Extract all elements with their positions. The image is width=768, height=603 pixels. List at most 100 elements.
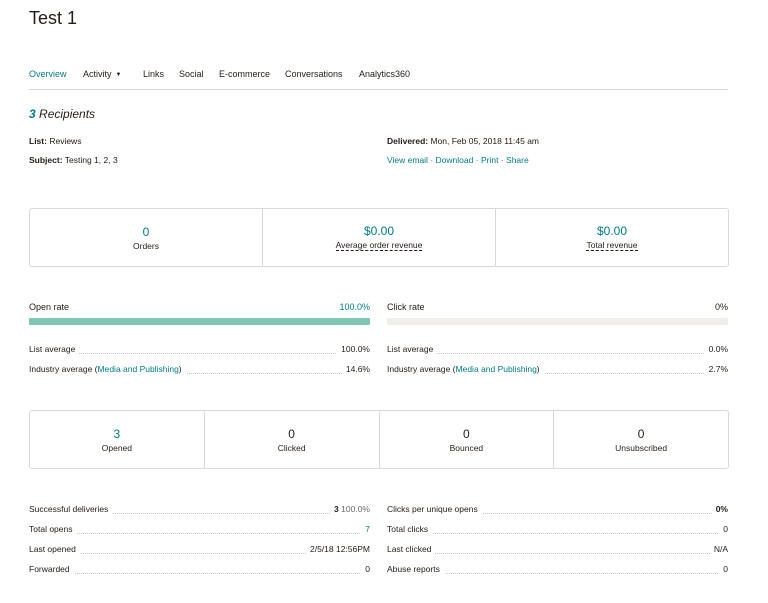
click-list-average-value: 0.0% bbox=[705, 344, 728, 354]
open-rate-value: 100.0% bbox=[300, 302, 370, 312]
open-list-average-label: List average bbox=[29, 344, 79, 354]
avg-order-revenue-stat: $0.00 Average order revenue bbox=[263, 209, 496, 266]
leader-dots bbox=[387, 353, 728, 354]
unsubscribed-value: 0 bbox=[638, 427, 645, 441]
bounced-value: 0 bbox=[463, 427, 470, 441]
tab-social[interactable]: Social bbox=[179, 69, 204, 79]
clicks-per-unique-opens-label: Clicks per unique opens bbox=[387, 504, 482, 514]
email-actions: View email · Download · Print · Share bbox=[387, 155, 529, 165]
leader-dots bbox=[387, 533, 728, 534]
orders-label: Orders bbox=[133, 241, 159, 251]
total-revenue-label[interactable]: Total revenue bbox=[586, 240, 637, 251]
avg-order-revenue-value: $0.00 bbox=[364, 224, 394, 238]
tab-analytics360[interactable]: Analytics360 bbox=[359, 69, 410, 79]
opened-label: Opened bbox=[102, 443, 132, 453]
click-industry-average-label: Industry average (Media and Publishing) bbox=[387, 364, 544, 374]
opened-stat: 3 Opened bbox=[30, 411, 205, 468]
clicks-per-unique-opens-value: 0% bbox=[712, 504, 728, 514]
separator: · bbox=[476, 155, 479, 165]
tab-overview[interactable]: Overview bbox=[29, 69, 67, 79]
page-title: Test 1 bbox=[29, 8, 77, 29]
industry-link[interactable]: Media and Publishing bbox=[98, 364, 179, 374]
open-rate-label: Open rate bbox=[29, 302, 69, 312]
tab-links[interactable]: Links bbox=[143, 69, 164, 79]
engagement-summary: 3 Opened 0 Clicked 0 Bounced 0 Unsubscri… bbox=[29, 410, 729, 469]
industry-suffix: ) bbox=[179, 364, 182, 374]
print-link[interactable]: Print bbox=[481, 155, 498, 165]
successful-deliveries-count: 3 bbox=[334, 504, 339, 514]
tab-ecommerce[interactable]: E-commerce bbox=[219, 69, 270, 79]
avg-order-revenue-label[interactable]: Average order revenue bbox=[336, 240, 423, 251]
delivered-info: Delivered: Mon, Feb 05, 2018 11:45 am bbox=[387, 136, 539, 146]
last-clicked-label: Last clicked bbox=[387, 544, 435, 554]
forwarded-row: Forwarded 0 bbox=[29, 564, 370, 576]
leader-dots bbox=[29, 573, 370, 574]
subject-value: Testing 1, 2, 3 bbox=[65, 155, 118, 165]
recipients-heading: 3 Recipients bbox=[29, 107, 95, 121]
subject-info: Subject: Testing 1, 2, 3 bbox=[29, 155, 118, 165]
view-email-link[interactable]: View email bbox=[387, 155, 428, 165]
recipients-label: Recipients bbox=[39, 107, 95, 121]
industry-suffix: ) bbox=[537, 364, 540, 374]
industry-prefix: Industry average ( bbox=[387, 364, 456, 374]
tab-activity-label: Activity bbox=[83, 69, 112, 79]
opened-value[interactable]: 3 bbox=[114, 427, 121, 441]
list-value: Reviews bbox=[49, 136, 81, 146]
unsubscribed-stat: 0 Unsubscribed bbox=[554, 411, 728, 468]
chevron-down-icon: ▼ bbox=[116, 72, 122, 78]
clicks-per-unique-opens-row: Clicks per unique opens 0% bbox=[387, 504, 728, 516]
abuse-reports-label: Abuse reports bbox=[387, 564, 444, 574]
download-link[interactable]: Download bbox=[436, 155, 474, 165]
recipients-count[interactable]: 3 bbox=[29, 107, 36, 121]
open-industry-average-row: Industry average (Media and Publishing) … bbox=[29, 364, 370, 376]
orders-stat: 0 Orders bbox=[30, 209, 263, 266]
total-clicks-label: Total clicks bbox=[387, 524, 432, 534]
last-opened-label: Last opened bbox=[29, 544, 80, 554]
click-list-average-label: List average bbox=[387, 344, 437, 354]
last-clicked-row: Last clicked N/A bbox=[387, 544, 728, 556]
abuse-reports-value: 0 bbox=[719, 564, 728, 574]
forwarded-label: Forwarded bbox=[29, 564, 74, 574]
leader-dots bbox=[387, 553, 728, 554]
total-revenue-stat: $0.00 Total revenue bbox=[496, 209, 728, 266]
delivered-value: Mon, Feb 05, 2018 11:45 am bbox=[430, 136, 539, 146]
click-rate-value: 0% bbox=[658, 302, 728, 312]
clicked-label: Clicked bbox=[278, 443, 306, 453]
separator: · bbox=[430, 155, 433, 165]
open-rate-bar bbox=[29, 318, 370, 325]
total-opens-row: Total opens 7 bbox=[29, 524, 370, 536]
report-tabs: Overview Activity ▼ Links Social E-commer… bbox=[29, 69, 728, 90]
click-list-average-row: List average 0.0% bbox=[387, 344, 728, 356]
last-opened-row: Last opened 2/5/18 12:56PM bbox=[29, 544, 370, 556]
bounced-stat: 0 Bounced bbox=[380, 411, 555, 468]
tab-conversations[interactable]: Conversations bbox=[285, 69, 343, 79]
click-industry-average-value: 2.7% bbox=[705, 364, 728, 374]
open-rate-bar-fill bbox=[29, 318, 370, 325]
total-opens-label: Total opens bbox=[29, 524, 76, 534]
share-link[interactable]: Share bbox=[506, 155, 529, 165]
last-clicked-value: N/A bbox=[710, 544, 728, 554]
leader-dots bbox=[29, 533, 370, 534]
separator: · bbox=[501, 155, 504, 165]
ecommerce-summary: 0 Orders $0.00 Average order revenue $0.… bbox=[29, 208, 729, 267]
industry-prefix: Industry average ( bbox=[29, 364, 98, 374]
successful-deliveries-percent: 100.0% bbox=[341, 504, 370, 514]
forwarded-value: 0 bbox=[361, 564, 370, 574]
tab-activity[interactable]: Activity ▼ bbox=[83, 69, 121, 79]
open-list-average-value: 100.0% bbox=[337, 344, 370, 354]
open-list-average-row: List average 100.0% bbox=[29, 344, 370, 356]
unsubscribed-label: Unsubscribed bbox=[615, 443, 667, 453]
open-industry-average-label: Industry average (Media and Publishing) bbox=[29, 364, 186, 374]
total-opens-value[interactable]: 7 bbox=[361, 524, 370, 534]
total-clicks-row: Total clicks 0 bbox=[387, 524, 728, 536]
successful-deliveries-label: Successful deliveries bbox=[29, 504, 112, 514]
total-revenue-value: $0.00 bbox=[597, 224, 627, 238]
orders-value: 0 bbox=[143, 225, 150, 239]
subject-label: Subject: bbox=[29, 155, 63, 165]
open-industry-average-value: 14.6% bbox=[342, 364, 370, 374]
clicked-stat: 0 Clicked bbox=[205, 411, 380, 468]
industry-link[interactable]: Media and Publishing bbox=[456, 364, 537, 374]
abuse-reports-row: Abuse reports 0 bbox=[387, 564, 728, 576]
delivered-label: Delivered: bbox=[387, 136, 428, 146]
list-label: List: bbox=[29, 136, 47, 146]
